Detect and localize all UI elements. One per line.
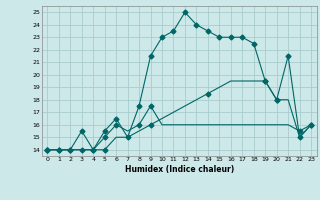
X-axis label: Humidex (Indice chaleur): Humidex (Indice chaleur) — [124, 165, 234, 174]
